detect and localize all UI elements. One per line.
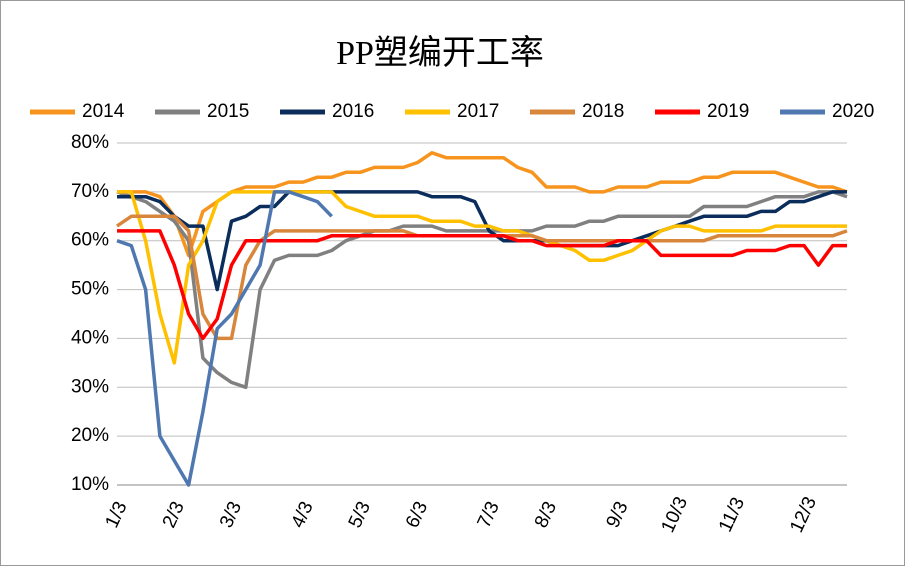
line-series — [116, 190, 333, 487]
y-tick-label: 40% — [71, 327, 109, 348]
y-tick-label: 80% — [71, 132, 109, 153]
legend-label: 2014 — [82, 101, 125, 122]
legend-label: 2015 — [207, 101, 249, 122]
line-series — [116, 190, 848, 390]
y-tick-label: 50% — [71, 279, 109, 300]
line-series — [117, 151, 848, 258]
y-tick-label: 30% — [71, 376, 109, 397]
legend-label: 2016 — [332, 101, 374, 122]
line-series — [117, 190, 847, 365]
legend-label: 2020 — [832, 101, 874, 122]
y-tick-label: 10% — [71, 474, 109, 495]
y-tick-label: 70% — [71, 181, 109, 202]
chart-title: PP塑编开工率 — [336, 34, 544, 72]
legend-label: 2019 — [707, 101, 749, 122]
line-series — [117, 190, 847, 292]
y-tick-label: 20% — [71, 425, 109, 446]
y-tick-label: 60% — [71, 230, 109, 251]
line-series — [117, 229, 847, 341]
legend-label: 2017 — [457, 101, 499, 122]
legend-label: 2018 — [582, 101, 624, 122]
